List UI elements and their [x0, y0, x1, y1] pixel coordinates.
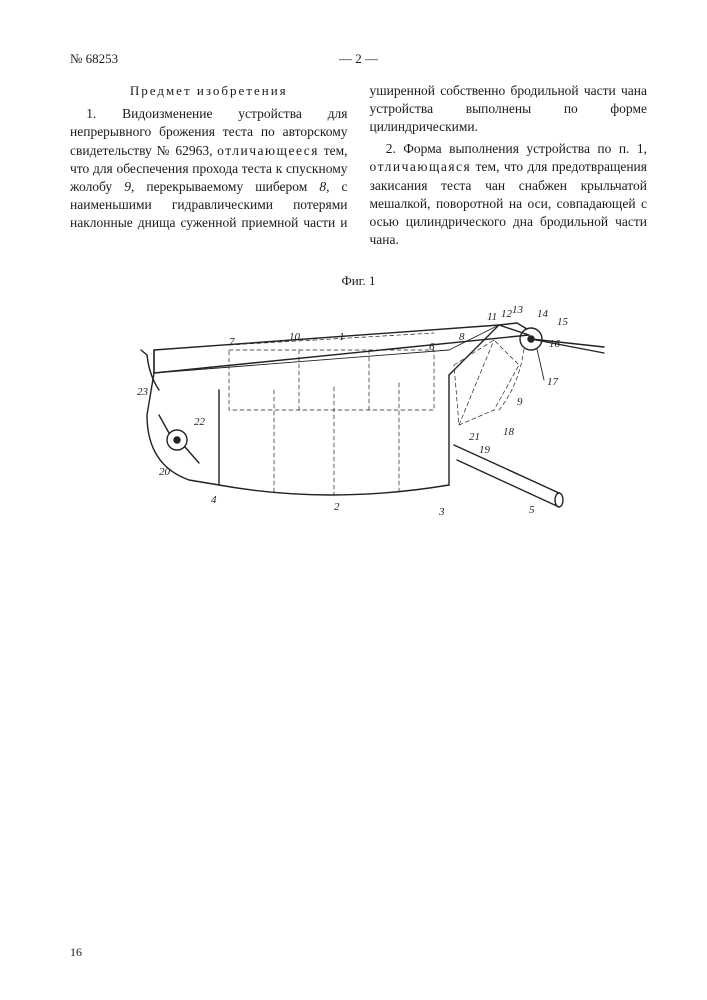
- fig-label-3: 3: [438, 506, 445, 518]
- fig-label-8: 8: [459, 331, 465, 343]
- claim2-text-b: отличающаяся: [370, 159, 472, 174]
- fig-label-16: 16: [549, 338, 561, 350]
- fig-label-1: 1: [339, 331, 345, 343]
- claims-heading: Предмет изобретения: [70, 82, 348, 100]
- fig-label-10: 10: [289, 331, 301, 343]
- page-marker: — 2 —: [150, 50, 567, 68]
- fig-label-21: 21: [469, 431, 480, 443]
- page: № 68253 — 2 — Предмет изобретения 1. Вид…: [0, 0, 707, 1000]
- claim-2: 2. Форма выполнения устройства по п. 1, …: [370, 140, 648, 249]
- figure-caption: Фиг. 1: [70, 272, 647, 290]
- fig-label-22: 22: [194, 416, 206, 428]
- fig-label-15: 15: [557, 316, 569, 328]
- claim1-text-e: , перекрываемому шибером: [131, 179, 319, 194]
- claim2-text-a: 2. Форма выполнения устройства по п. 1,: [386, 141, 647, 156]
- fig-label-12: 12: [501, 308, 513, 320]
- fig-label-20: 20: [159, 466, 171, 478]
- doc-number: № 68253: [70, 50, 150, 68]
- page-header: № 68253 — 2 —: [70, 50, 647, 68]
- fig-label-11: 11: [487, 311, 497, 323]
- figure-svg: 1 2 3 4 5 6 7 8 9 10 11 12 13 14 15 16 1…: [99, 295, 619, 545]
- fig-label-7: 7: [229, 336, 235, 348]
- page-number: 16: [70, 944, 82, 960]
- fig-label-2: 2: [334, 501, 340, 513]
- fig-label-13: 13: [512, 304, 524, 316]
- fig-label-19: 19: [479, 444, 491, 456]
- fig-label-6: 6: [429, 341, 435, 353]
- fig-label-4: 4: [211, 494, 217, 506]
- fig-label-18: 18: [503, 426, 515, 438]
- fig-label-14: 14: [537, 308, 549, 320]
- claim1-text-b: отличающееся: [217, 143, 319, 158]
- claims-columns: Предмет изобретения 1. Видоизменение уст…: [70, 82, 647, 250]
- fig-label-9: 9: [517, 396, 523, 408]
- claim1-ref-9: 9: [124, 179, 131, 194]
- fig-label-5: 5: [529, 504, 535, 516]
- fig-label-23: 23: [137, 386, 149, 398]
- figure-1: 1 2 3 4 5 6 7 8 9 10 11 12 13 14 15 16 1…: [99, 295, 619, 545]
- fig-label-17: 17: [547, 376, 559, 388]
